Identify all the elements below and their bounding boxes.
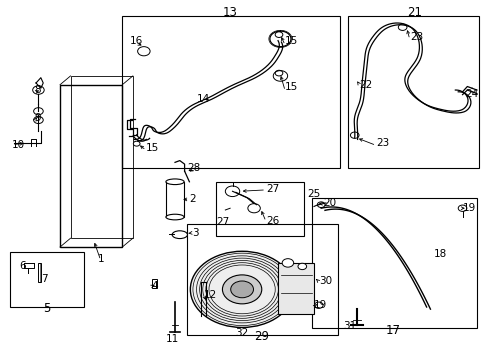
Bar [278, 263, 314, 314]
Circle shape [350, 132, 358, 138]
Text: 22: 22 [359, 80, 372, 90]
Bar [347, 16, 478, 168]
Circle shape [133, 141, 140, 146]
Text: 30: 30 [318, 275, 331, 285]
Text: 10: 10 [12, 140, 25, 150]
Bar [152, 279, 157, 288]
Text: 15: 15 [285, 81, 298, 91]
Bar [70, 76, 133, 238]
Circle shape [275, 32, 282, 37]
Text: 13: 13 [222, 6, 237, 19]
Text: 15: 15 [146, 143, 159, 153]
Text: 16: 16 [130, 36, 143, 46]
Circle shape [297, 263, 306, 270]
Circle shape [190, 251, 293, 328]
Bar [39, 263, 41, 282]
Text: 8: 8 [35, 85, 41, 95]
Text: 20: 20 [323, 198, 336, 208]
Circle shape [33, 86, 44, 94]
Text: 12: 12 [203, 290, 217, 300]
Bar [10, 252, 84, 307]
Text: 27: 27 [216, 217, 229, 227]
Circle shape [230, 281, 253, 298]
Circle shape [247, 204, 260, 213]
Text: 14: 14 [197, 94, 210, 104]
Text: 23: 23 [376, 138, 389, 148]
Circle shape [457, 205, 466, 211]
Circle shape [225, 186, 239, 197]
Text: 21: 21 [407, 6, 421, 19]
Text: 23: 23 [409, 32, 422, 42]
Text: 19: 19 [462, 203, 475, 213]
Circle shape [34, 108, 43, 115]
Text: 27: 27 [265, 184, 279, 194]
Bar [215, 182, 304, 237]
Text: 4: 4 [151, 281, 157, 291]
Ellipse shape [165, 179, 184, 185]
Text: 17: 17 [385, 324, 400, 337]
Text: 11: 11 [165, 334, 179, 344]
Circle shape [34, 117, 43, 123]
Bar [165, 182, 184, 217]
Text: 18: 18 [433, 249, 446, 259]
Text: 5: 5 [43, 302, 51, 315]
Text: 6: 6 [19, 261, 26, 271]
Text: 28: 28 [187, 163, 201, 173]
Circle shape [275, 70, 282, 76]
Circle shape [317, 202, 325, 207]
Text: 9: 9 [35, 113, 41, 123]
Text: 31: 31 [343, 321, 356, 332]
Text: 26: 26 [265, 216, 279, 226]
Circle shape [222, 275, 261, 304]
Text: 25: 25 [306, 189, 319, 199]
Text: 1: 1 [97, 255, 104, 264]
Circle shape [282, 259, 293, 267]
Text: 3: 3 [191, 228, 198, 238]
Ellipse shape [172, 231, 187, 239]
Ellipse shape [165, 214, 184, 220]
Circle shape [398, 24, 406, 30]
Text: 2: 2 [189, 194, 196, 204]
Text: 15: 15 [285, 36, 298, 46]
Bar [186, 224, 337, 335]
Text: 24: 24 [464, 89, 477, 99]
Bar [122, 16, 340, 168]
Text: 32: 32 [235, 328, 248, 338]
Bar [60, 85, 122, 247]
Circle shape [314, 302, 323, 309]
Bar [311, 198, 476, 328]
Circle shape [137, 47, 150, 56]
Text: 29: 29 [253, 330, 268, 343]
Text: 7: 7 [41, 274, 47, 284]
Text: 19: 19 [313, 300, 326, 310]
